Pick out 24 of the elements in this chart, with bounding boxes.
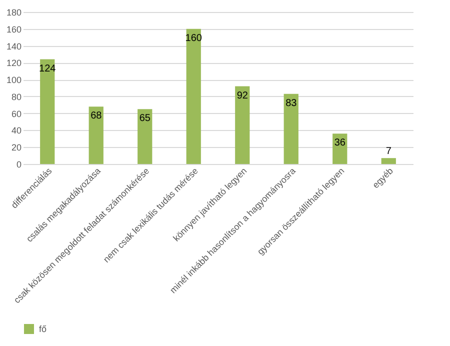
y-tick-label: 180 bbox=[6, 8, 22, 18]
bar bbox=[40, 59, 55, 164]
data-label: 7 bbox=[386, 146, 392, 158]
bar bbox=[284, 94, 298, 164]
legend-label: fő bbox=[39, 324, 47, 334]
y-tick-label: 80 bbox=[11, 92, 22, 102]
y-tick-label: 60 bbox=[11, 108, 22, 119]
data-label: 68 bbox=[90, 110, 102, 122]
bar bbox=[88, 106, 104, 164]
bar bbox=[138, 109, 152, 164]
y-tick-label: 0 bbox=[16, 160, 22, 170]
data-label: 65 bbox=[139, 113, 151, 124]
bar bbox=[186, 28, 201, 164]
y-tick-label: 120 bbox=[6, 58, 22, 68]
data-label: 83 bbox=[286, 98, 298, 109]
y-tick-label: 100 bbox=[6, 75, 22, 86]
y-tick-label: 20 bbox=[11, 142, 22, 153]
data-label: 36 bbox=[334, 138, 346, 149]
bar bbox=[235, 86, 250, 164]
y-tick-label: 40 bbox=[11, 126, 22, 136]
bar bbox=[381, 158, 396, 164]
y-tick-label: 140 bbox=[6, 41, 22, 52]
y-tick-label: 160 bbox=[6, 24, 22, 34]
data-label: 92 bbox=[236, 90, 248, 102]
